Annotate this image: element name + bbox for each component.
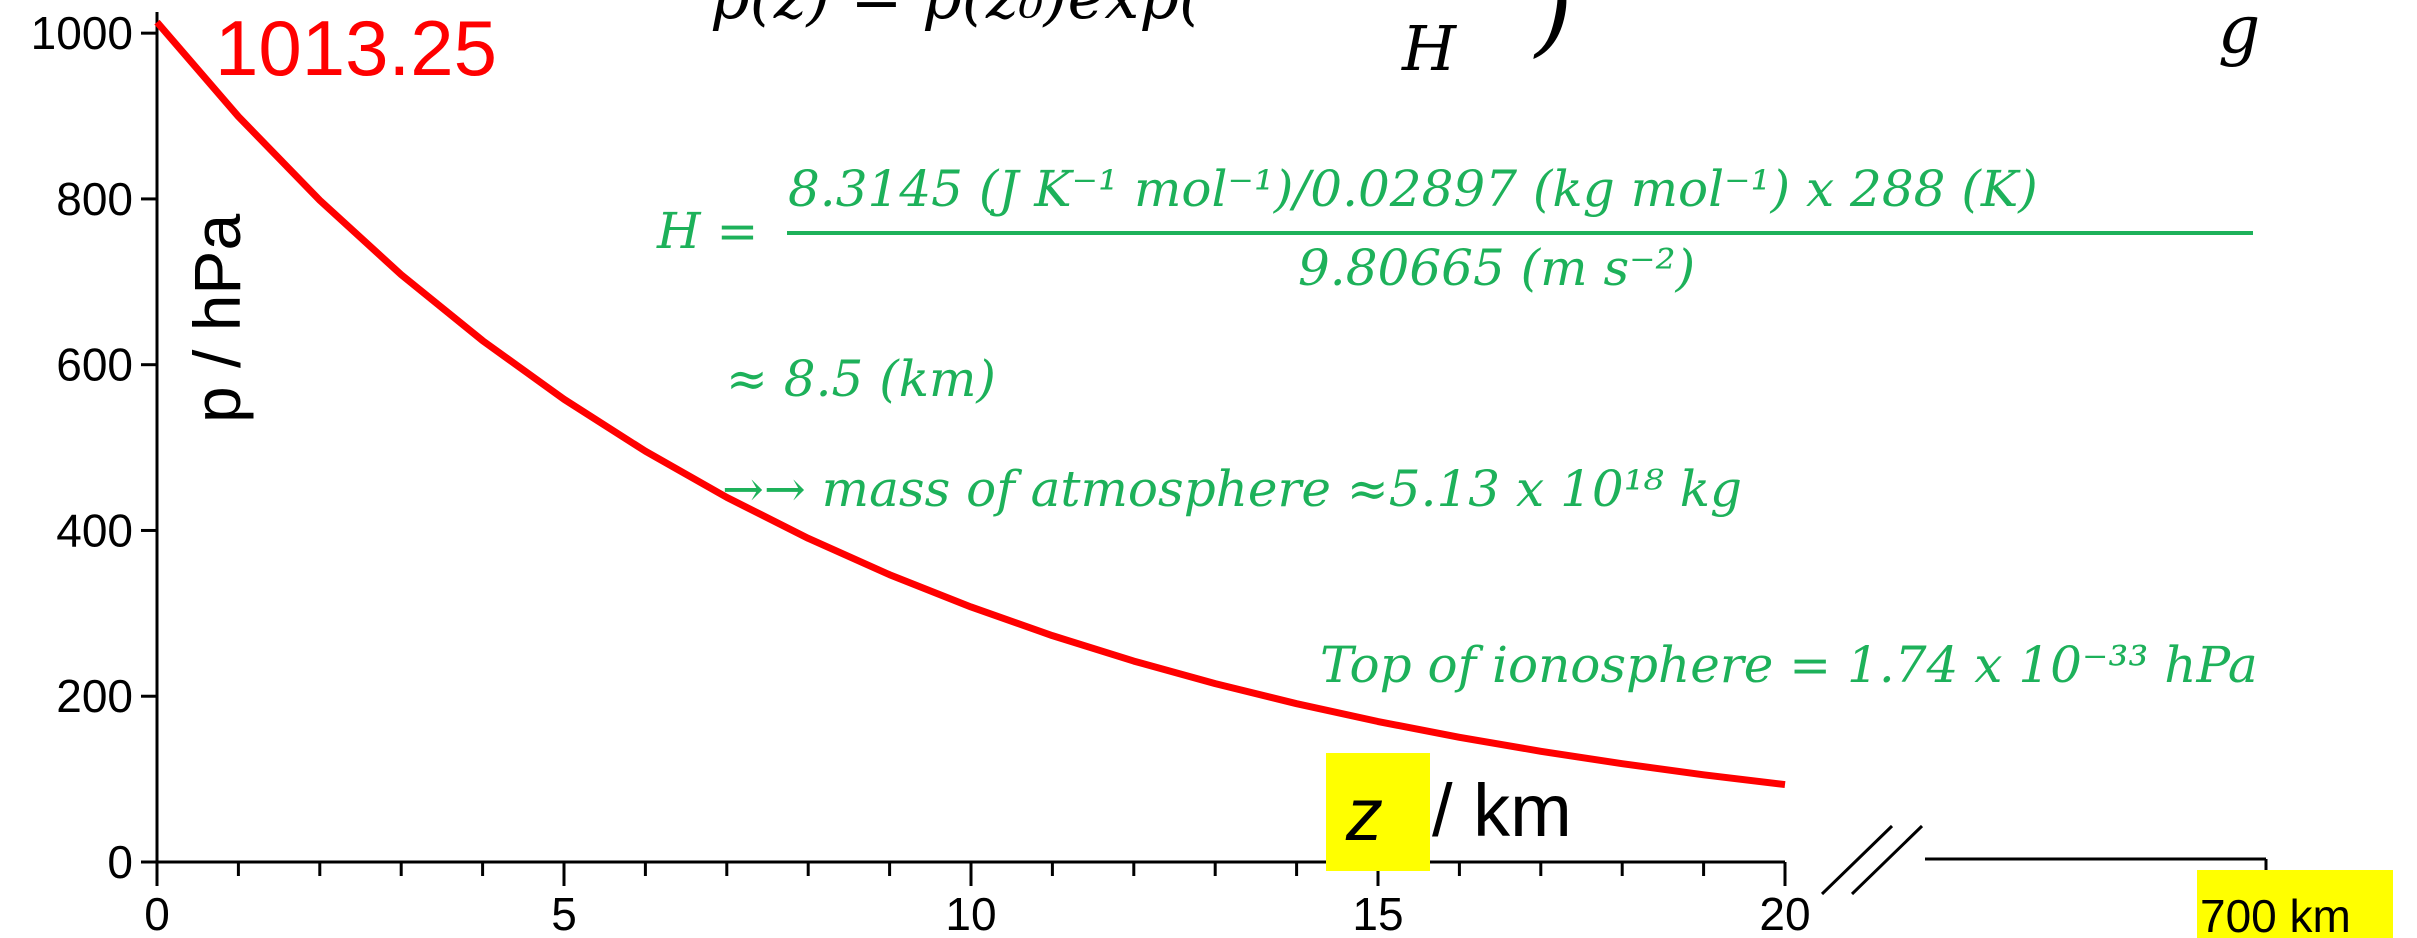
formula-denominator: H [1401, 12, 1458, 85]
x-axis-variable-highlight [1326, 753, 1430, 871]
series-points [156, 22, 1786, 785]
x-ticks: 0 5 10 15 20 [144, 862, 1811, 938]
annotations: H = 8.3145 (J K⁻¹ mol⁻¹)/0.02897 (kg mol… [656, 160, 2258, 694]
x-tick-label: 15 [1352, 888, 1403, 938]
y-tick-label: 200 [56, 670, 133, 722]
axis-break-mark-2 [1850, 824, 1924, 896]
x-tick-label: 10 [945, 888, 996, 938]
mass-note: →→ mass of atmosphere ≈5.13 x 10¹⁸ kg [722, 460, 1742, 518]
x-axis-unit: / km [1432, 769, 1572, 852]
break-end-label-highlight [2197, 870, 2393, 938]
y-ticks: 0 200 400 600 800 1000 [31, 7, 157, 888]
y-tick-label: 600 [56, 339, 133, 391]
formula-g: g [2218, 0, 2260, 68]
x-tick-label: 0 [144, 888, 170, 938]
y-tick-label: 400 [56, 504, 133, 556]
formula: p(z) = p(z₀)exp( H ) g [710, 0, 2260, 85]
y-axis-label: p / hPa [180, 214, 254, 423]
formula-right: ) [1533, 0, 1572, 67]
approx-value: ≈ 8.5 (km) [726, 350, 996, 408]
h-numerator: 8.3145 (J K⁻¹ mol⁻¹)/0.02897 (kg mol⁻¹) … [788, 160, 2038, 218]
y-tick-label: 800 [56, 173, 133, 225]
ionosphere-note: Top of ionosphere = 1.74 x 10⁻³³ hPa [1320, 636, 2258, 694]
x-axis-variable: z [1345, 773, 1383, 856]
x-tick-label: 5 [551, 888, 577, 938]
axis-break-mark-1 [1820, 824, 1894, 896]
axis-break: 700 km [1820, 824, 2393, 938]
surface-pressure-label: 1013.25 [215, 4, 497, 92]
y-tick-label: 1000 [31, 7, 133, 59]
y-tick-label: 0 [107, 836, 133, 888]
axes: 0 5 10 15 20 0 200 400 600 800 1000 [31, 7, 1811, 938]
h-prefix: H = [656, 202, 758, 260]
x-tick-label: 20 [1759, 888, 1810, 938]
h-denominator: 9.80665 (m s⁻²) [1298, 239, 1695, 297]
break-end-label: 700 km [2200, 890, 2351, 938]
formula-left: p(z) = p(z₀)exp( [710, 0, 1205, 33]
